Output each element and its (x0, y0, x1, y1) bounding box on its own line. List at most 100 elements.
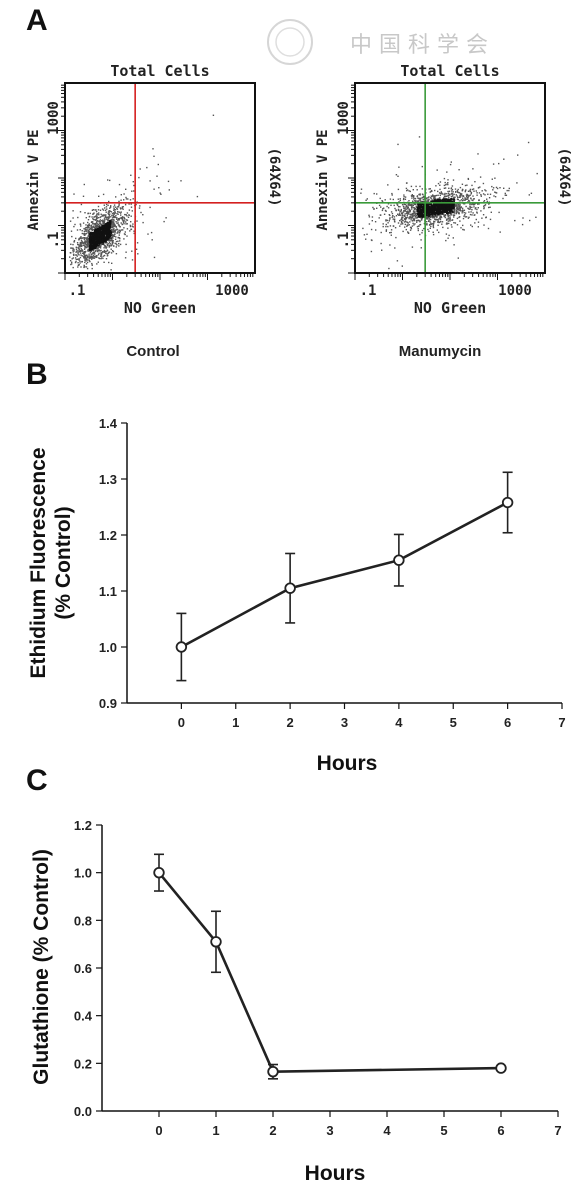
flow-event (437, 220, 439, 222)
flow-event (430, 200, 434, 204)
flow-event (103, 217, 106, 219)
flow-event (388, 220, 390, 222)
flow-event (405, 212, 408, 215)
flow-event (467, 198, 469, 200)
flow-event (128, 203, 130, 205)
flow-event (87, 231, 89, 233)
flow-event (443, 194, 446, 196)
flow-event (116, 244, 118, 246)
flow-event (415, 206, 417, 208)
flow-event (505, 194, 508, 196)
flow-event (478, 192, 481, 194)
flow-event (91, 238, 94, 241)
flow-event (430, 189, 433, 192)
flow-event (434, 197, 436, 200)
flow-event (495, 191, 497, 194)
flow-event (431, 223, 434, 225)
flow-event (419, 215, 422, 218)
flow-event (85, 250, 87, 253)
flow-event (93, 218, 95, 221)
flow-event (106, 242, 108, 244)
flow-event (115, 240, 118, 243)
flow-event (83, 266, 85, 269)
flow-event (86, 228, 88, 231)
flow-event (459, 209, 461, 212)
flow-event (402, 230, 404, 233)
flow-event (121, 219, 124, 221)
flow-event (102, 225, 105, 229)
flow-event (113, 223, 115, 225)
flow-event (91, 258, 93, 260)
flow-event (378, 217, 380, 219)
flow-event (385, 210, 387, 212)
flow-event (99, 257, 101, 260)
flow-event (158, 187, 160, 189)
flow-event (427, 199, 430, 202)
flow-event (115, 243, 118, 245)
flow-event (122, 216, 124, 218)
flow-event (443, 197, 445, 199)
flow-event (445, 195, 447, 197)
flow-event (429, 227, 431, 229)
flow-event (406, 182, 408, 184)
flow-event (131, 210, 133, 212)
flow-event (135, 203, 137, 206)
flow-event (529, 219, 531, 222)
flow-event (430, 210, 433, 213)
flow-event (441, 192, 443, 194)
flow-event (109, 233, 112, 236)
flow-event (428, 196, 430, 198)
flow-event (92, 254, 95, 257)
flow-event (399, 199, 401, 202)
flow-event (406, 208, 408, 210)
flow-event (110, 216, 112, 218)
flow-event (450, 200, 454, 203)
flow-event (436, 215, 439, 217)
flow-event (113, 215, 116, 218)
flow-event (100, 223, 102, 225)
flow-event (429, 223, 431, 226)
flow-event (84, 266, 86, 268)
flow-event (444, 215, 446, 218)
y-axis-label-line-2: (% Control) (52, 506, 75, 619)
flow-event (471, 188, 474, 191)
flow-event (118, 211, 121, 213)
flow-event (106, 221, 110, 225)
flow-event (423, 198, 425, 200)
x-tick-label: 7 (554, 1123, 561, 1138)
flow-event (441, 221, 444, 223)
flow-event (458, 209, 460, 211)
flow-event (458, 169, 460, 171)
flow-event (110, 244, 112, 246)
flow-event (401, 212, 403, 215)
flow-event (426, 215, 429, 218)
flow-event (427, 213, 430, 216)
flow-event (405, 206, 407, 208)
flow-event (120, 222, 122, 224)
flow-event (391, 194, 393, 196)
flow-event (456, 198, 459, 200)
flow-event (417, 215, 420, 218)
flow-event (414, 208, 417, 210)
flow-event (429, 209, 432, 212)
flow-event (416, 206, 419, 209)
flow-event (430, 216, 432, 219)
flow-event (99, 237, 102, 240)
flow-event (111, 250, 114, 252)
flow-event (443, 184, 446, 187)
flow-event (392, 198, 394, 201)
flow-event (76, 258, 79, 260)
flow-event (95, 241, 98, 245)
flow-event (447, 204, 450, 207)
flow-event (411, 203, 413, 206)
flow-event (90, 246, 93, 249)
flow-event (462, 224, 464, 227)
flow-event (84, 245, 87, 248)
flow-event (84, 238, 86, 241)
flow-event (390, 234, 392, 236)
flow-event (124, 204, 127, 206)
flow-event (101, 215, 103, 217)
flow-event (481, 217, 483, 219)
flow-event (124, 231, 126, 233)
flow-event (114, 211, 116, 213)
